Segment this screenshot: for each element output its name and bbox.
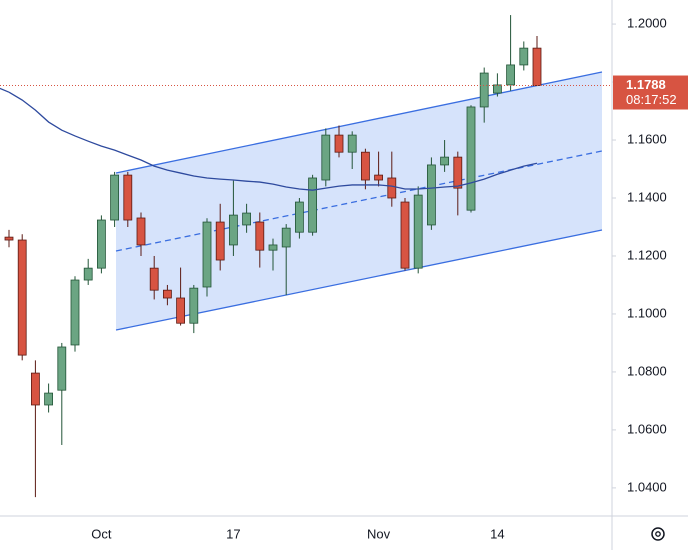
candle-body (413, 194, 423, 269)
candle-body (202, 221, 212, 288)
candle-body (440, 156, 450, 166)
candle-body (281, 227, 291, 248)
candle-body (4, 236, 14, 241)
candle-body (162, 289, 172, 299)
last-price-label: 1.1788 (626, 77, 666, 92)
candle-body (176, 297, 186, 324)
candle-body (215, 221, 225, 261)
y-tick-label: 1.0600 (627, 421, 667, 436)
moving-average (8, 91, 538, 191)
candle-body (189, 287, 199, 324)
candle-body (532, 47, 542, 86)
x-tick-label: Nov (367, 526, 391, 541)
candle-body (400, 201, 410, 269)
settings-icon[interactable] (651, 527, 665, 541)
candle-body (228, 214, 238, 246)
candle-body (321, 134, 331, 181)
candle-body (268, 244, 278, 251)
candle-body (149, 267, 159, 291)
candle-body (453, 156, 463, 189)
candle-body (110, 174, 119, 221)
candle-body (136, 217, 146, 246)
candle-body (57, 346, 67, 391)
y-tick-label: 1.1400 (627, 189, 667, 204)
candle-body (17, 239, 27, 356)
candle-body (242, 212, 252, 226)
x-tick-label: 14 (490, 526, 504, 541)
candle-body (97, 219, 106, 269)
y-tick-label: 1.1600 (627, 131, 667, 146)
x-tick-label: Oct (91, 526, 112, 541)
candle-body (506, 64, 516, 86)
candle-body (347, 134, 357, 153)
candle-body (123, 174, 133, 221)
y-tick-label: 1.1000 (627, 305, 667, 320)
candle-body (374, 174, 384, 181)
channel-median (115, 150, 603, 252)
gear[interactable] (651, 527, 665, 541)
candle-body (492, 84, 502, 94)
candle-body (360, 151, 370, 181)
candle-body (255, 221, 265, 251)
y-tick-label: 1.0400 (627, 479, 667, 494)
candle-body (294, 201, 304, 233)
candle-body (479, 72, 489, 108)
last-price-box (613, 75, 688, 110)
y-tick-label: 1.0800 (627, 363, 667, 378)
candle-body (83, 267, 93, 281)
candle-body (466, 106, 476, 211)
candle-body (334, 134, 344, 153)
gear-hub[interactable] (655, 531, 661, 537)
moving-average-lead (0, 87, 10, 93)
countdown-label: 08:17:52 (626, 92, 677, 107)
plot-area (0, 15, 542, 498)
channel-top (115, 71, 603, 174)
candle-body (44, 392, 53, 406)
candle-body (308, 177, 318, 233)
y-tick-label: 1.1200 (627, 247, 667, 262)
candle-body (70, 279, 80, 346)
candle-body (519, 47, 529, 66)
candle-body (426, 164, 436, 226)
candle-body (30, 372, 40, 406)
x-tick-label: 17 (226, 526, 240, 541)
candle-body (387, 177, 397, 199)
channel-fill (116, 72, 602, 330)
y-tick-label: 1.2000 (627, 15, 667, 30)
